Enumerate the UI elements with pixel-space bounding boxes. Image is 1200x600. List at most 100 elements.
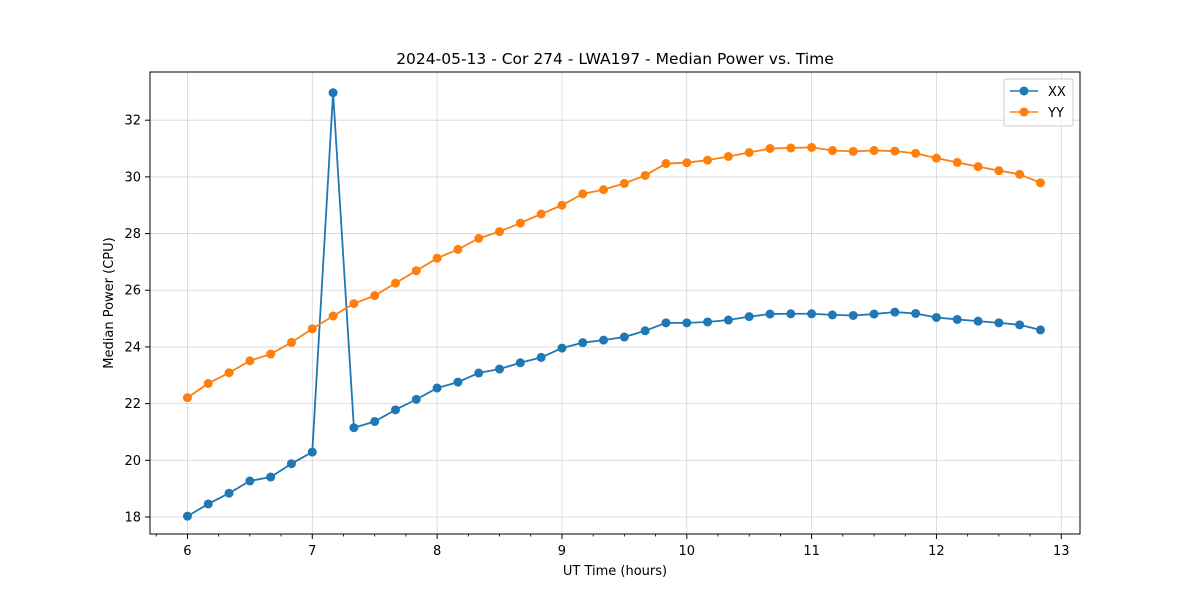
data-point-yy bbox=[765, 144, 775, 154]
data-point-xx bbox=[911, 308, 921, 318]
data-point-xx bbox=[703, 317, 713, 327]
data-point-yy bbox=[307, 324, 317, 334]
y-tick-label: 30 bbox=[124, 170, 141, 185]
data-point-yy bbox=[578, 189, 588, 199]
data-point-yy bbox=[994, 166, 1004, 176]
data-point-yy bbox=[744, 148, 754, 157]
data-point-yy bbox=[640, 170, 650, 180]
data-point-xx bbox=[619, 332, 629, 342]
data-point-yy bbox=[848, 146, 858, 156]
series-xx bbox=[182, 88, 1045, 521]
data-point-xx bbox=[536, 352, 546, 362]
data-point-yy bbox=[432, 253, 442, 263]
data-point-xx bbox=[474, 368, 484, 378]
data-point-xx bbox=[952, 314, 962, 324]
data-point-yy bbox=[266, 349, 276, 359]
data-point-xx bbox=[723, 315, 733, 325]
data-point-xx bbox=[328, 88, 338, 98]
legend-marker-yy bbox=[1019, 107, 1029, 117]
data-point-xx bbox=[599, 335, 609, 345]
x-tick-label: 6 bbox=[183, 544, 191, 559]
data-point-yy bbox=[474, 233, 484, 243]
data-point-yy bbox=[723, 151, 733, 161]
x-tick-label: 10 bbox=[679, 544, 696, 559]
data-point-yy bbox=[557, 200, 567, 210]
legend-label-xx: XX bbox=[1048, 85, 1066, 100]
x-tick-label: 7 bbox=[308, 544, 316, 559]
data-point-xx bbox=[286, 459, 296, 469]
data-point-yy bbox=[411, 266, 421, 276]
data-point-xx bbox=[994, 318, 1004, 328]
data-point-xx bbox=[1035, 325, 1045, 335]
data-point-yy bbox=[245, 356, 255, 366]
data-point-xx bbox=[869, 309, 879, 319]
data-point-yy bbox=[911, 148, 921, 158]
data-point-yy bbox=[1015, 169, 1025, 179]
data-point-xx bbox=[391, 405, 401, 415]
data-point-xx bbox=[682, 318, 692, 328]
y-tick-label: 32 bbox=[124, 114, 141, 129]
data-point-yy bbox=[827, 146, 837, 156]
data-point-yy bbox=[453, 244, 463, 254]
legend: XX YY bbox=[1003, 78, 1074, 127]
data-point-yy bbox=[328, 311, 338, 321]
legend-label-yy: YY bbox=[1047, 106, 1064, 121]
data-point-yy bbox=[391, 278, 401, 288]
data-point-xx bbox=[224, 488, 234, 498]
data-point-xx bbox=[203, 499, 213, 509]
data-point-xx bbox=[765, 309, 775, 319]
data-point-xx bbox=[807, 309, 817, 319]
data-point-xx bbox=[515, 358, 525, 368]
data-point-yy bbox=[203, 379, 213, 388]
y-tick-label: 22 bbox=[124, 397, 141, 412]
data-point-xx bbox=[370, 416, 380, 426]
series-layer bbox=[182, 88, 1045, 521]
data-point-yy bbox=[661, 159, 671, 169]
tick-layer: 6 7 8 9 10 11 12 13 18 20 22 24 26 28 30 32 bbox=[124, 114, 1069, 559]
data-point-xx bbox=[411, 394, 421, 404]
data-point-yy bbox=[786, 143, 796, 153]
data-point-yy bbox=[703, 155, 713, 165]
data-point-yy bbox=[973, 162, 983, 172]
data-point-xx bbox=[349, 423, 359, 433]
data-point-xx bbox=[307, 447, 317, 457]
x-tick-label: 9 bbox=[558, 544, 566, 559]
data-point-xx bbox=[890, 307, 900, 317]
data-point-yy bbox=[286, 337, 296, 347]
data-point-xx bbox=[661, 318, 671, 328]
data-point-yy bbox=[682, 158, 692, 168]
data-point-xx bbox=[744, 312, 754, 322]
x-tick-label: 8 bbox=[433, 544, 441, 559]
data-point-yy bbox=[869, 146, 879, 156]
data-point-xx bbox=[931, 312, 941, 322]
data-point-yy bbox=[1035, 178, 1045, 188]
data-point-yy bbox=[224, 368, 234, 378]
legend-marker-xx bbox=[1019, 86, 1029, 96]
data-point-yy bbox=[370, 291, 380, 301]
data-point-yy bbox=[515, 218, 525, 228]
x-tick-label: 11 bbox=[803, 544, 820, 559]
data-point-xx bbox=[640, 326, 650, 336]
data-point-xx bbox=[266, 472, 276, 482]
data-point-xx bbox=[182, 511, 192, 521]
data-point-xx bbox=[578, 338, 588, 348]
data-point-xx bbox=[786, 309, 796, 319]
x-axis-label: UT Time (hours) bbox=[563, 564, 667, 579]
data-point-yy bbox=[807, 142, 817, 152]
x-tick-label: 12 bbox=[928, 544, 945, 559]
data-point-yy bbox=[890, 146, 900, 156]
data-point-xx bbox=[1015, 320, 1025, 330]
data-point-xx bbox=[557, 343, 567, 353]
data-point-xx bbox=[848, 310, 858, 320]
data-point-yy bbox=[536, 209, 546, 219]
data-point-yy bbox=[619, 178, 629, 188]
y-tick-label: 20 bbox=[124, 454, 141, 469]
data-point-xx bbox=[973, 316, 983, 326]
data-point-yy bbox=[931, 153, 941, 163]
data-point-yy bbox=[495, 227, 505, 237]
x-tick-label: 13 bbox=[1053, 544, 1070, 559]
data-point-xx bbox=[245, 476, 255, 486]
data-point-xx bbox=[453, 377, 463, 387]
data-point-xx bbox=[432, 383, 442, 393]
